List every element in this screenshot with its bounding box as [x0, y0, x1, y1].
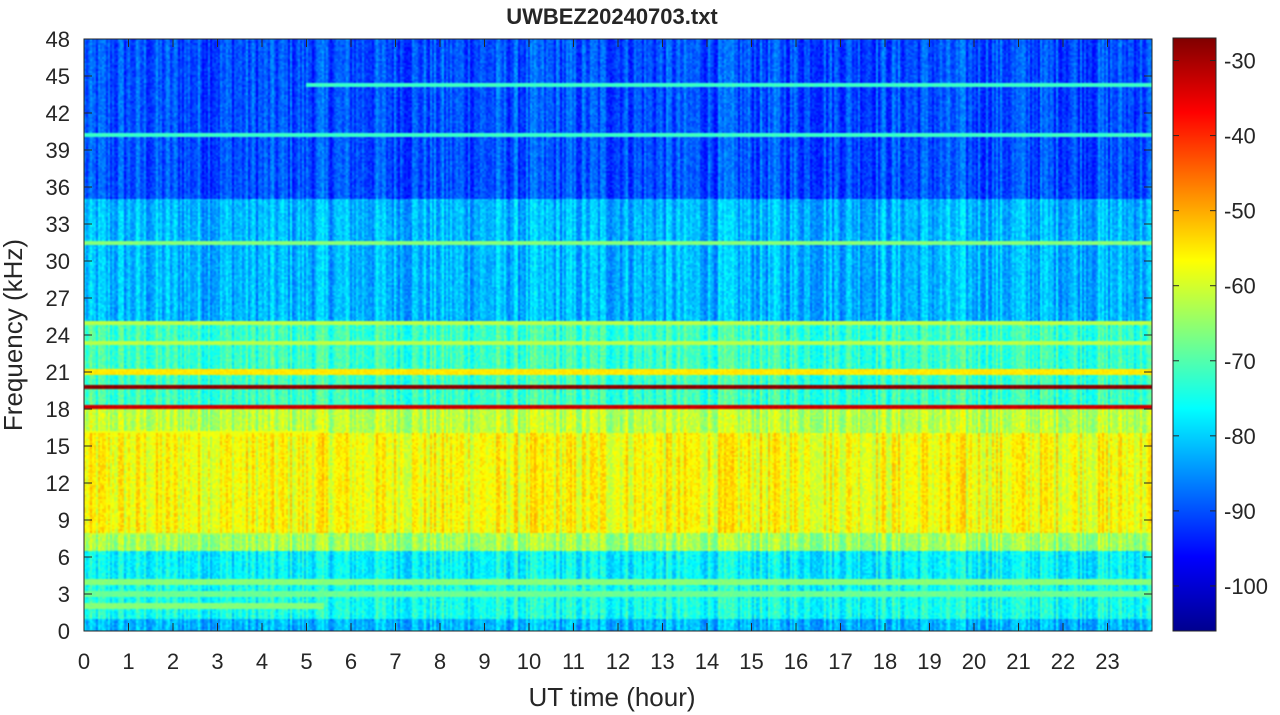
- plot-area: 0 1 2 3 4 5 6 7 8 9 10 11 12 13 14 15 16 17 18 19 20 21 22 23 0…: [46, 27, 1153, 674]
- x-tick-label: 12: [606, 649, 630, 674]
- y-tick-label: 6: [58, 545, 70, 570]
- y-tick-label: 36: [46, 175, 70, 200]
- spectrogram-heatmap: [84, 39, 1152, 631]
- y-tick-label: 18: [46, 397, 70, 422]
- x-tick-label: 23: [1095, 649, 1119, 674]
- x-tick-label: 4: [256, 649, 268, 674]
- x-axis-label: UT time (hour): [528, 682, 695, 712]
- y-tick-label: 15: [46, 434, 70, 459]
- colorbar-ticks: [1173, 60, 1216, 587]
- x-tick-label: 7: [389, 649, 401, 674]
- colorbar: -30 -40 -50 -60 -70 -80 -90 -100: [1172, 37, 1268, 632]
- y-tick-label: 3: [58, 582, 70, 607]
- x-tick-label: 10: [517, 649, 541, 674]
- x-tick-label: 6: [345, 649, 357, 674]
- colorbar-tick-label: -40: [1224, 124, 1256, 149]
- y-tick-label: 33: [46, 212, 70, 237]
- y-tick-label: 42: [46, 101, 70, 126]
- x-tick-label: 1: [122, 649, 134, 674]
- y-tick-label: 30: [46, 249, 70, 274]
- x-tick-label: 2: [167, 649, 179, 674]
- colorbar-tick-label: -60: [1224, 274, 1256, 299]
- chart-title: UWBEZ20240703.txt: [506, 4, 718, 29]
- x-tick-label: 21: [1006, 649, 1030, 674]
- y-tick-label: 24: [46, 323, 70, 348]
- y-tick-label: 45: [46, 64, 70, 89]
- x-tick-label: 8: [434, 649, 446, 674]
- x-tick-label: 19: [917, 649, 941, 674]
- x-tick-label: 13: [650, 649, 674, 674]
- x-tick-label: 18: [873, 649, 897, 674]
- x-tick-label: 22: [1051, 649, 1075, 674]
- y-tick-label: 39: [46, 138, 70, 163]
- y-tick-label: 12: [46, 471, 70, 496]
- colorbar-tick-label: -70: [1224, 349, 1256, 374]
- y-tick-label: 0: [58, 619, 70, 644]
- x-tick-label: 16: [784, 649, 808, 674]
- colorbar-tick-label: -80: [1224, 424, 1256, 449]
- colorbar-tick-label: -100: [1224, 574, 1268, 599]
- x-tick-label: 20: [962, 649, 986, 674]
- x-tick-label: 3: [211, 649, 223, 674]
- colorbar-tick-label: -30: [1224, 49, 1256, 74]
- y-tick-label: 27: [46, 286, 70, 311]
- x-tick-label: 5: [300, 649, 312, 674]
- x-tick-label: 0: [78, 649, 90, 674]
- colorbar-tick-label: -90: [1224, 499, 1256, 524]
- x-tick-label: 15: [739, 649, 763, 674]
- y-tick-label: 48: [46, 27, 70, 52]
- colorbar-tick-labels: -30 -40 -50 -60 -70 -80 -90 -100: [1224, 49, 1268, 599]
- x-tick-label: 17: [828, 649, 852, 674]
- y-tick-label: 9: [58, 508, 70, 533]
- x-tick-label: 9: [478, 649, 490, 674]
- y-axis-ticks: [84, 38, 1152, 632]
- x-tick-label: 14: [695, 649, 719, 674]
- y-axis-label: Frequency (kHz): [0, 239, 28, 431]
- y-tick-label: 21: [46, 360, 70, 385]
- x-tick-label: 11: [562, 649, 585, 674]
- x-axis-ticks: [83, 39, 1108, 631]
- colorbar-gradient: [1172, 37, 1217, 632]
- x-axis-tick-labels: 0 1 2 3 4 5 6 7 8 9 10 11 12 13 14 15 16 17 18 19 20 21 22 23: [78, 649, 1120, 674]
- colorbar-tick-label: -50: [1224, 199, 1256, 224]
